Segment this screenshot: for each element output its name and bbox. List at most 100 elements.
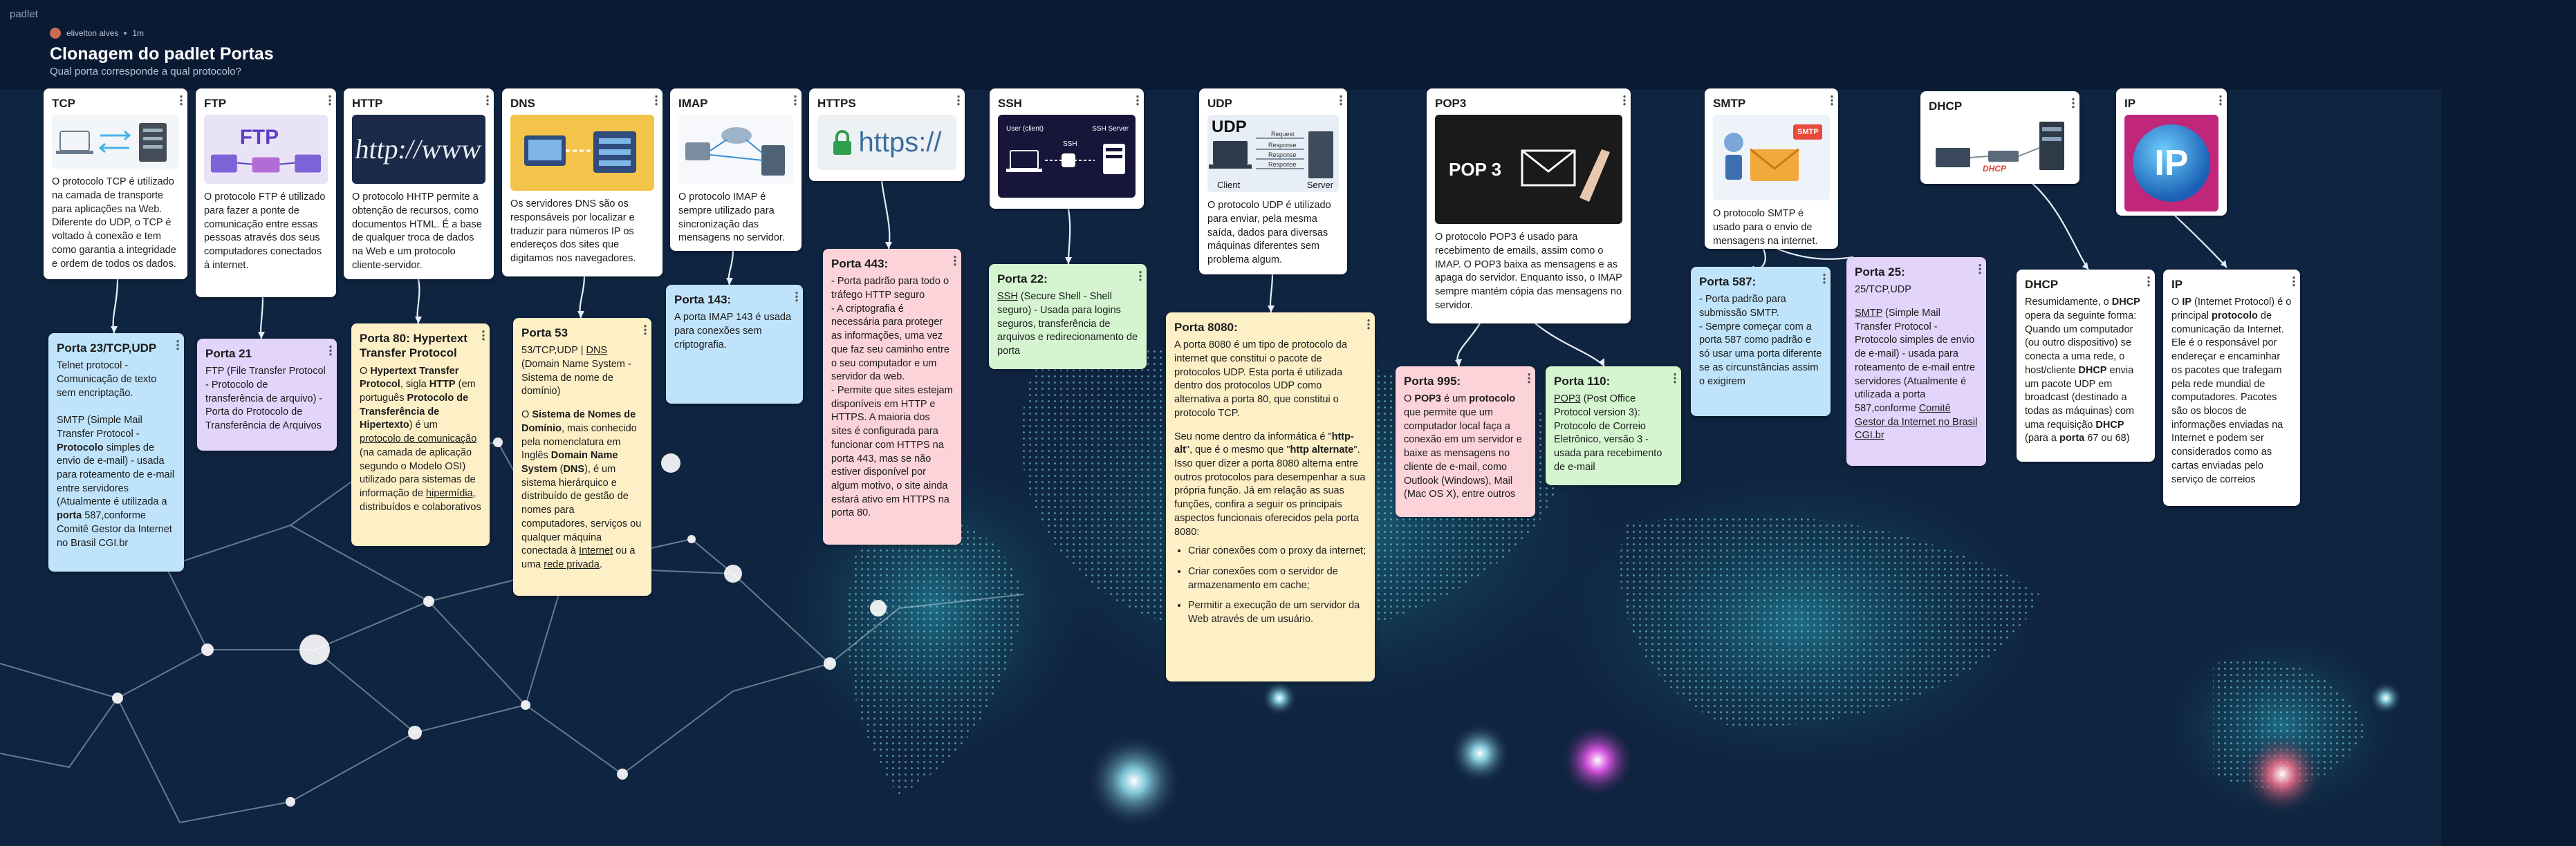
svg-text:FTP: FTP — [240, 126, 279, 149]
card-title: IP — [2171, 278, 2183, 291]
more-options-icon[interactable] — [1623, 95, 1626, 106]
list-item: Permitir a execução de um servidor da We… — [1188, 599, 1366, 626]
card-porta-53[interactable]: Porta 53 53/TCP,UDP | DNS (Domain Name S… — [513, 318, 651, 596]
udp-response-label: Response — [1268, 142, 1297, 149]
more-options-icon[interactable] — [644, 324, 647, 335]
list-item: Criar conexões com o servidor de armazen… — [1188, 565, 1366, 592]
card-text: Seu nome dentro da informática é "http-a… — [1174, 431, 1366, 538]
card-title: Porta 80: Hypertext Transfer Protocol — [360, 332, 467, 360]
card-dns[interactable]: DNS Os servidores DNS são os responsávei… — [502, 88, 662, 276]
more-options-icon[interactable] — [329, 345, 332, 356]
card-udp[interactable]: UDP UDP Request Response Response Respon… — [1199, 88, 1347, 274]
more-options-icon[interactable] — [954, 255, 956, 266]
pop3-image: POP 3 — [1435, 115, 1622, 225]
card-tcp[interactable]: TCP O protocolo TCP é utilizado na camad… — [44, 88, 187, 279]
more-options-icon[interactable] — [794, 95, 797, 106]
board-subtitle: Qual porta corresponde a qual protocolo? — [50, 66, 241, 77]
smtp-link[interactable]: SMTP — [1855, 307, 1883, 319]
more-options-icon[interactable] — [1136, 95, 1139, 106]
card-title: DHCP — [1929, 100, 1963, 113]
more-options-icon[interactable] — [1823, 273, 1826, 284]
card-text: - Porta padrão para todo o tráfego HTTP … — [831, 276, 953, 519]
pop3-link[interactable]: POP3 — [1554, 393, 1581, 405]
card-ip-info[interactable]: IP O IP (Internet Protocol) é o principa… — [2163, 270, 2300, 506]
card-text: O protocolo TCP é utilizado na camada de… — [52, 176, 176, 270]
padlet-brand[interactable]: padlet — [10, 8, 38, 20]
card-text: A porta 8080 é um tipo de protocolo da i… — [1174, 339, 1347, 419]
card-porta-143[interactable]: Porta 143: A porta IMAP 143 é usada para… — [666, 285, 803, 404]
internet-link[interactable]: Internet — [579, 545, 613, 557]
card-text: O Hypertext Transfer Protocol, sigla HTT… — [360, 365, 481, 513]
card-text: O IP (Internet Protocol) é o principal p… — [2171, 297, 2292, 485]
more-options-icon[interactable] — [1139, 270, 1142, 281]
card-porta-587[interactable]: Porta 587: - Porta padrão para submissão… — [1691, 267, 1831, 416]
more-options-icon[interactable] — [328, 95, 331, 106]
card-text: POP3 (Post Office Protocol version 3): P… — [1554, 393, 1662, 473]
more-options-icon[interactable] — [1340, 95, 1342, 106]
card-ftp[interactable]: FTP FTP O protocolo FTP é utilizado para… — [196, 88, 336, 297]
card-porta-80[interactable]: Porta 80: Hypertext Transfer Protocol O … — [351, 323, 490, 546]
image-text: http://www — [353, 133, 484, 165]
card-title: POP3 — [1435, 97, 1467, 110]
card-porta-8080[interactable]: Porta 8080: A porta 8080 é um tipo de pr… — [1166, 312, 1375, 682]
more-options-icon[interactable] — [2219, 95, 2222, 106]
card-dhcp-info[interactable]: DHCP Resumidamente, o DHCP opera da segu… — [2017, 270, 2155, 462]
card-http[interactable]: HTTP http://www O protocolo HHTP permite… — [344, 88, 494, 279]
card-title: Porta 21 — [205, 347, 252, 360]
more-options-icon[interactable] — [1674, 373, 1676, 384]
more-options-icon[interactable] — [2072, 97, 2075, 109]
more-options-icon[interactable] — [1367, 319, 1370, 330]
more-options-icon[interactable] — [486, 95, 489, 106]
card-smtp[interactable]: SMTP SMTP O protocolo SMTP é usado para … — [1705, 88, 1838, 249]
hypermedia-link[interactable]: hipermídia — [425, 487, 473, 499]
card-porta-21[interactable]: Porta 21 FTP (File Transfer Protocol - P… — [197, 339, 337, 451]
board-title: Clonagem do padlet Portas — [50, 44, 274, 64]
avatar[interactable] — [50, 28, 61, 39]
card-porta-22[interactable]: Porta 22: SSH (Secure Shell - Shell segu… — [989, 264, 1147, 369]
card-porta-443[interactable]: Porta 443: - Porta padrão para todo o tr… — [823, 249, 961, 545]
ssh-link[interactable]: SSH — [997, 291, 1018, 303]
card-ip[interactable]: IP IP — [2116, 88, 2227, 216]
card-porta-110[interactable]: Porta 110: POP3 (Post Office Protocol ve… — [1546, 366, 1681, 485]
ssh-server-label: SSH Server — [1092, 125, 1129, 133]
protocol-link[interactable]: protocolo de comunicação — [360, 433, 477, 445]
more-options-icon[interactable] — [482, 330, 485, 341]
more-options-icon[interactable] — [1979, 263, 1981, 274]
more-options-icon[interactable] — [1528, 373, 1530, 384]
more-options-icon[interactable] — [795, 291, 798, 302]
ssh-label: SSH — [1063, 140, 1077, 149]
smtp-image: SMTP — [1713, 115, 1830, 201]
card-text: O protocolo SMTP é usado para o envio de… — [1713, 208, 1818, 247]
more-options-icon[interactable] — [1831, 95, 1833, 106]
private-network-link[interactable]: rede privada — [544, 559, 600, 571]
post-time: 1m — [132, 28, 145, 38]
envelope-icon — [1521, 149, 1576, 187]
card-imap[interactable]: IMAP O protocolo IMAP é sempre utilizado… — [670, 88, 801, 251]
card-title: Porta 23/TCP,UDP — [57, 341, 157, 355]
card-porta-23[interactable]: Porta 23/TCP,UDP Telnet protocol - Comun… — [48, 333, 184, 572]
card-dhcp[interactable]: DHCP DHCP — [1920, 91, 2079, 184]
more-options-icon[interactable] — [2147, 276, 2150, 287]
card-porta-25[interactable]: Porta 25: 25/TCP,UDP SMTP (Simple Mail T… — [1846, 257, 1986, 466]
card-subtitle: 25/TCP,UDP — [1855, 284, 1911, 296]
more-options-icon[interactable] — [176, 339, 179, 350]
card-porta-995[interactable]: Porta 995: O POP3 é um protocolo que per… — [1396, 366, 1535, 517]
card-pop3[interactable]: POP3 POP 3 O protocolo POP3 é usado para… — [1427, 88, 1631, 323]
author-name[interactable]: elivelton alves — [66, 28, 119, 38]
card-text: O protocolo FTP é utilizado para fazer a… — [204, 191, 326, 271]
more-options-icon[interactable] — [2292, 276, 2295, 287]
image-text: POP 3 — [1449, 159, 1502, 180]
udp-diagram-image: UDP Request Response Response Response C… — [1207, 115, 1339, 193]
card-text: O POP3 é um protocolo que permite que um… — [1404, 393, 1522, 500]
card-title: SSH — [998, 97, 1022, 110]
card-ssh[interactable]: SSH User (client) SSH SSH Server — [990, 88, 1144, 209]
card-title: DHCP — [2025, 278, 2059, 291]
card-title: SMTP — [1713, 97, 1746, 110]
more-options-icon[interactable] — [655, 95, 658, 106]
dns-link[interactable]: DNS — [586, 345, 608, 357]
card-text: Os servidores DNS são os responsáveis po… — [510, 198, 636, 265]
more-options-icon[interactable] — [957, 95, 960, 106]
more-options-icon[interactable] — [180, 95, 183, 106]
card-https[interactable]: HTTPS https:// — [809, 88, 965, 181]
cgi-link[interactable]: Comitê Gestor da Internet no Brasil CGI.… — [1855, 403, 1978, 442]
